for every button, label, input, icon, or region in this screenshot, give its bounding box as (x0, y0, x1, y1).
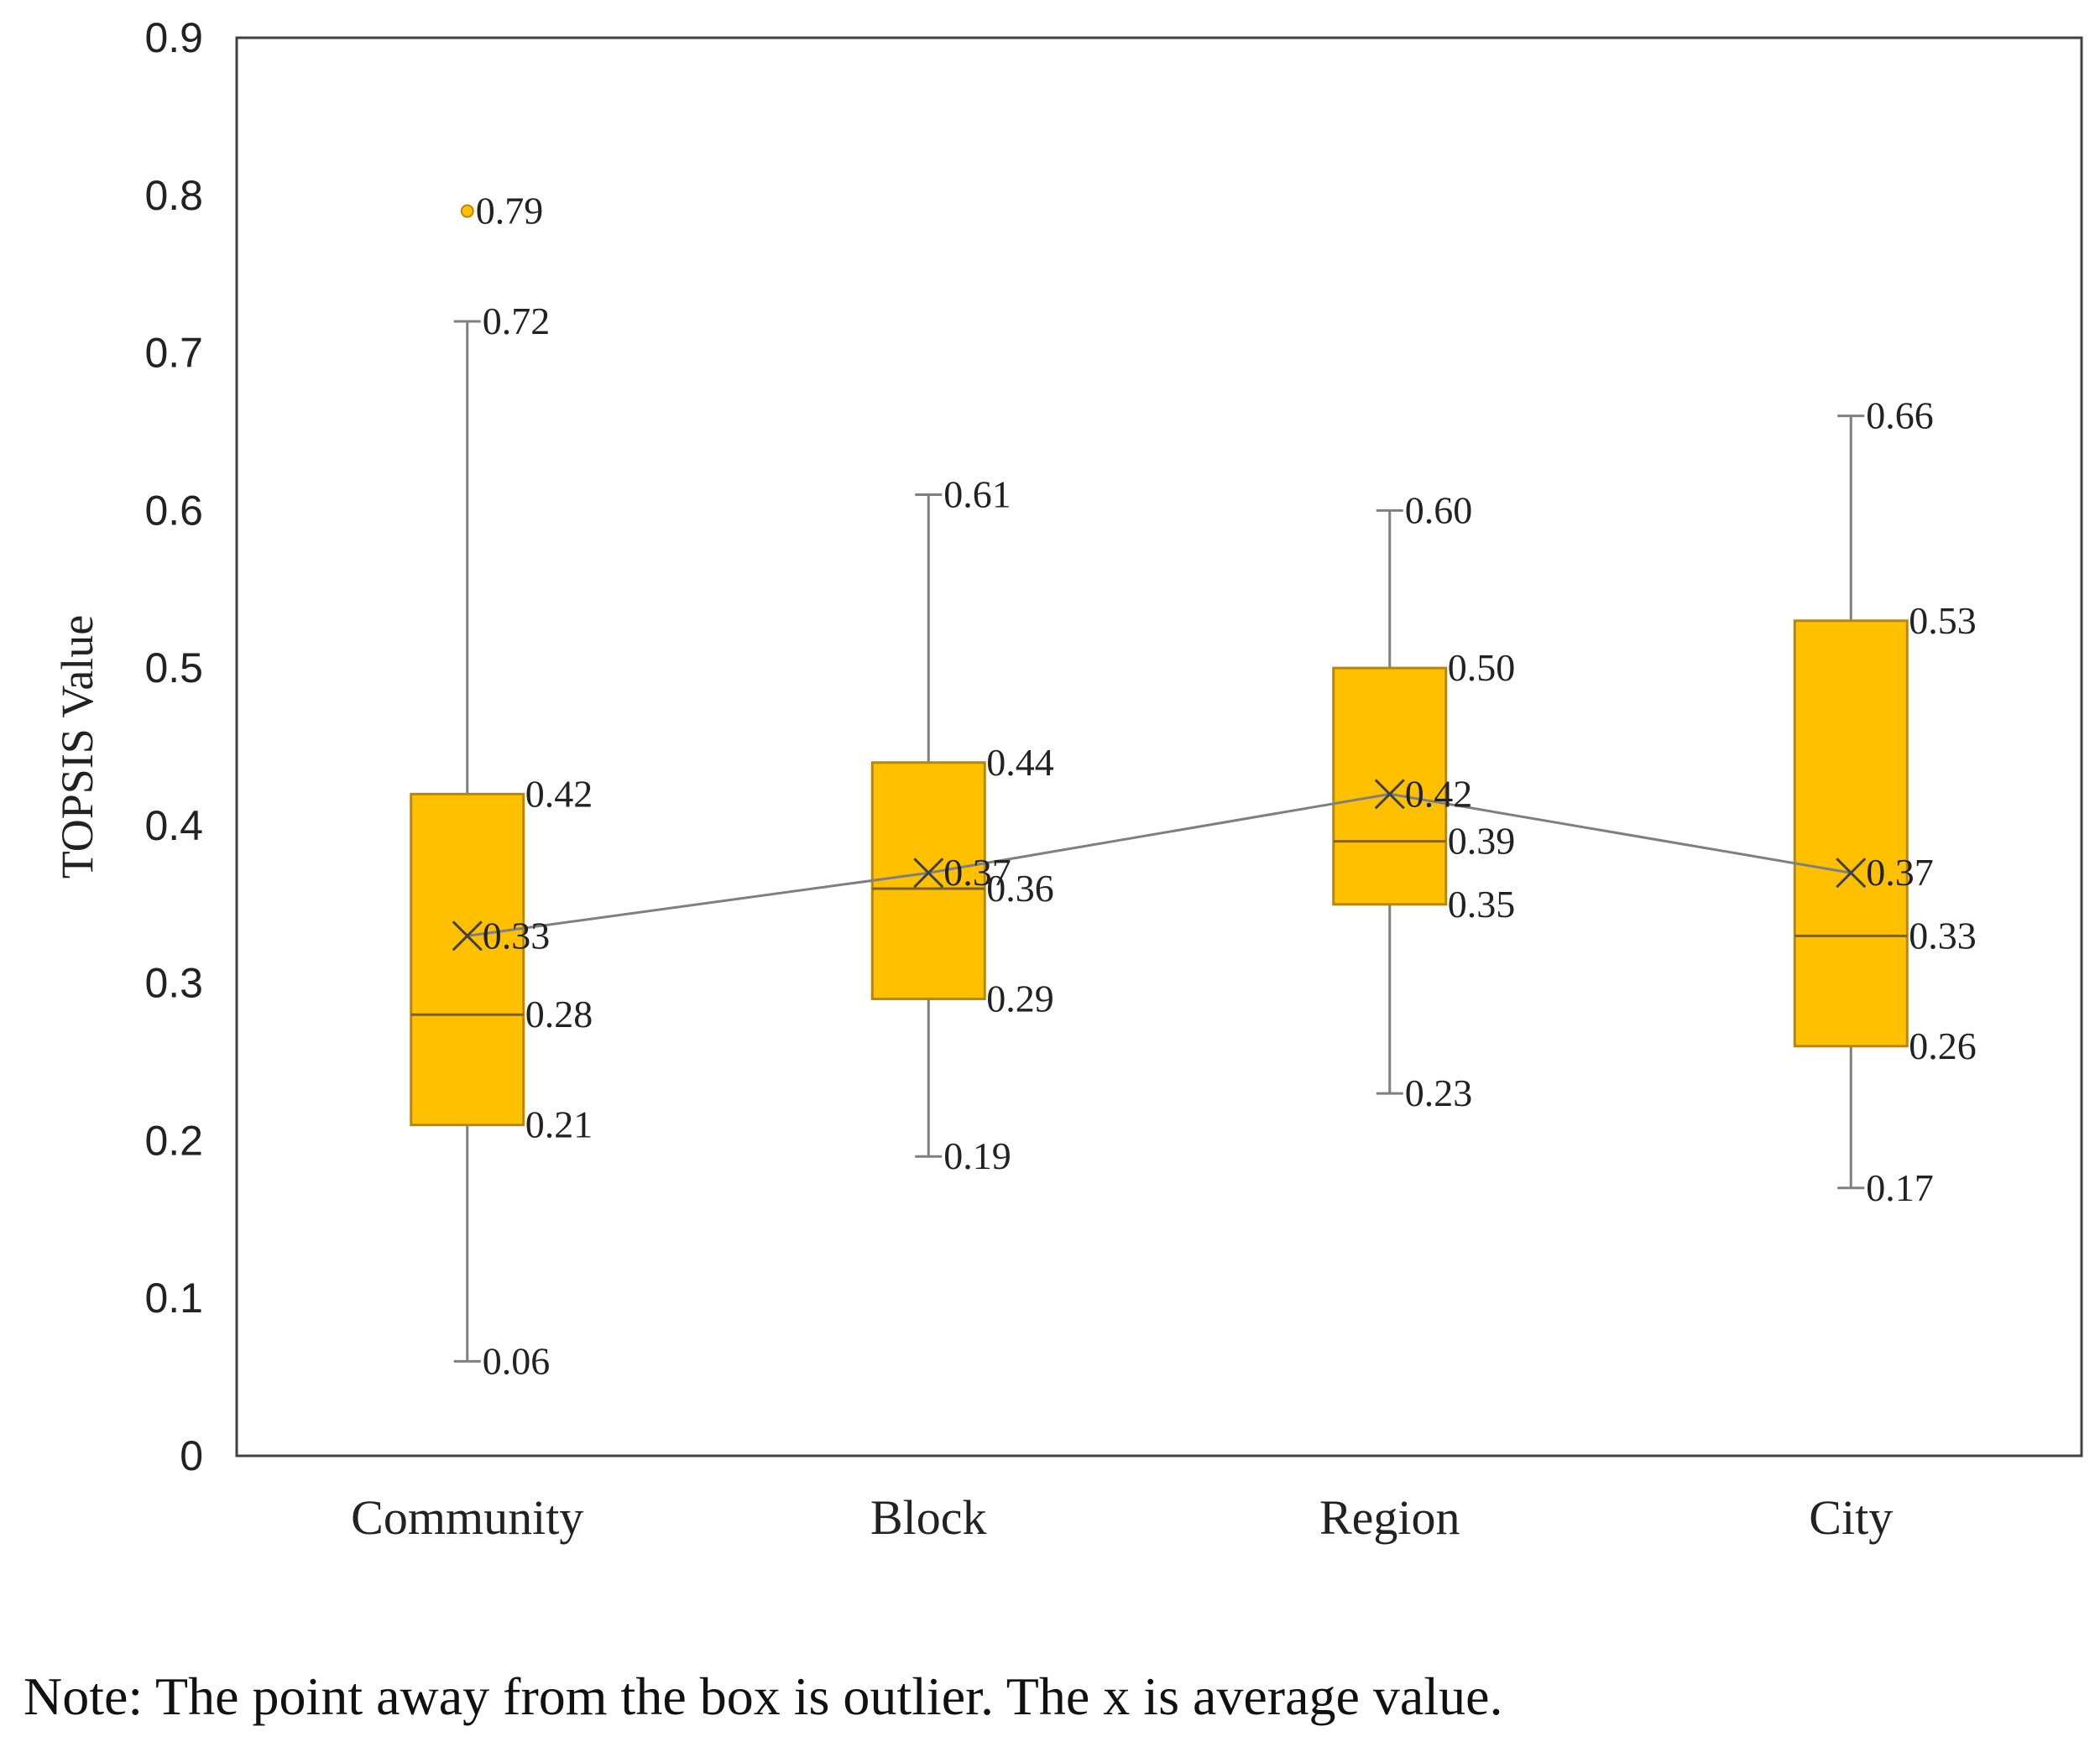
iqr-box (410, 792, 525, 1127)
median-label: 0.36 (986, 867, 1054, 910)
min-label: 0.17 (1866, 1166, 1934, 1209)
box-plot: 0 0.1 0.2 0.3 0.4 0.5 0.6 0.7 0.8 0.9 TOPSIS Value… (52, 14, 2083, 1545)
median-label: 0.33 (1909, 914, 1977, 957)
mean-trend-line (467, 792, 1852, 937)
y-tick-label: 0.4 (144, 802, 203, 849)
q1-label: 0.26 (1909, 1025, 1977, 1067)
y-tick-label: 0 (180, 1432, 203, 1479)
q3-label: 0.53 (1909, 599, 1977, 642)
q1-label: 0.29 (986, 977, 1054, 1020)
iqr-box (1793, 619, 1909, 1048)
y-axis-label: TOPSIS Value (52, 615, 102, 879)
y-tick-label: 0.5 (144, 644, 203, 691)
q3-label: 0.50 (1448, 646, 1516, 689)
mean-marker (452, 920, 483, 952)
x-category-label: Region (1319, 1490, 1460, 1545)
outlier-point (460, 204, 474, 218)
median-label: 0.28 (525, 993, 593, 1035)
y-tick-label: 0.9 (144, 14, 203, 61)
q1-label: 0.35 (1448, 883, 1516, 926)
min-label: 0.06 (483, 1339, 551, 1382)
y-tick-label: 0.1 (144, 1275, 203, 1322)
y-tick-label: 0.3 (144, 960, 203, 1007)
mean-label: 0.33 (483, 914, 551, 957)
min-label: 0.19 (943, 1134, 1011, 1177)
mean-label: 0.37 (943, 851, 1011, 894)
x-category-label: Block (870, 1490, 987, 1545)
outlier-label: 0.79 (476, 190, 544, 232)
iqr-box (1332, 666, 1448, 906)
mean-label: 0.42 (1405, 772, 1473, 815)
median-label: 0.39 (1448, 820, 1516, 863)
max-label: 0.66 (1866, 394, 1934, 437)
q3-label: 0.44 (986, 741, 1054, 784)
q3-label: 0.42 (525, 772, 593, 815)
max-label: 0.60 (1405, 488, 1473, 531)
y-tick-label: 0.6 (144, 487, 203, 534)
figure-note: Note: The point away from the box is out… (24, 1666, 1503, 1726)
x-category-label: City (1809, 1490, 1893, 1545)
min-label: 0.23 (1405, 1072, 1473, 1114)
mean-marker (1836, 858, 1867, 889)
max-label: 0.72 (483, 300, 551, 342)
plot-frame (235, 36, 2083, 1458)
mean-marker (913, 858, 944, 889)
y-tick-label: 0.2 (144, 1117, 203, 1164)
y-tick-label: 0.7 (144, 330, 203, 377)
max-label: 0.61 (943, 473, 1011, 516)
q1-label: 0.21 (525, 1103, 593, 1146)
mean-label: 0.37 (1866, 851, 1934, 894)
mean-marker (1374, 779, 1405, 810)
x-category-label: Community (351, 1490, 583, 1545)
y-tick-label: 0.8 (144, 172, 203, 219)
